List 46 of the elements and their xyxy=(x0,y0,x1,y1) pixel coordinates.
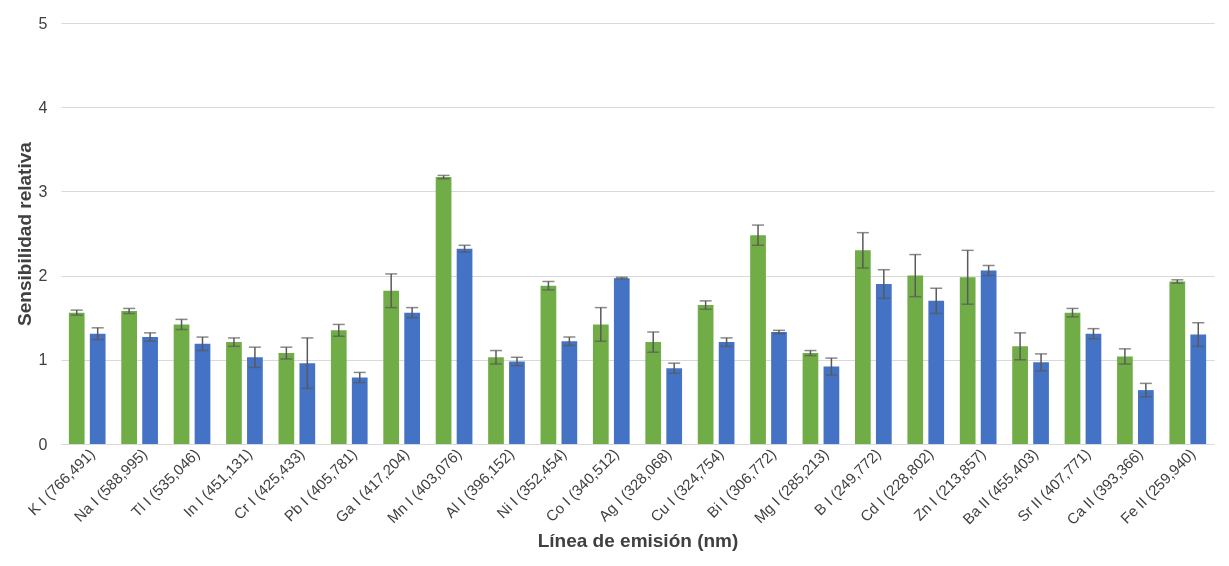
bar xyxy=(697,305,714,444)
bar xyxy=(666,368,683,444)
bar xyxy=(488,357,504,444)
bar xyxy=(1117,356,1133,444)
bar xyxy=(928,300,945,444)
bar xyxy=(855,250,871,444)
bar xyxy=(173,324,190,444)
bar xyxy=(330,330,347,444)
bar xyxy=(750,235,766,444)
y-tick-label: 2 xyxy=(38,267,48,285)
bar xyxy=(718,342,735,444)
bar xyxy=(1169,281,1186,444)
bar xyxy=(823,366,840,444)
bar xyxy=(875,284,892,444)
bar xyxy=(89,333,106,444)
bar xyxy=(1033,362,1049,444)
bar xyxy=(592,324,609,444)
bar xyxy=(247,357,263,444)
bar xyxy=(1012,346,1028,444)
bar xyxy=(645,342,662,444)
bar xyxy=(613,278,630,444)
bar xyxy=(194,343,211,444)
bar xyxy=(1085,333,1102,444)
y-tick-label: 4 xyxy=(38,98,48,116)
bar xyxy=(351,377,368,444)
bar xyxy=(771,332,787,444)
bar xyxy=(435,177,452,444)
bar xyxy=(1138,390,1154,444)
bar xyxy=(907,275,924,444)
bar xyxy=(561,341,578,444)
bar xyxy=(383,290,400,444)
bar xyxy=(142,337,158,444)
bar xyxy=(980,270,997,444)
bar xyxy=(959,277,976,444)
y-tick-label: 1 xyxy=(38,351,48,369)
x-axis-title: Línea de emisión (nm) xyxy=(537,529,739,551)
bar xyxy=(226,342,242,444)
y-tick-label: 3 xyxy=(38,182,48,200)
y-axis-title: Sensibilidad relativa xyxy=(13,141,35,326)
bar xyxy=(404,312,420,444)
y-tick-label: 0 xyxy=(38,435,48,453)
bar xyxy=(1190,334,1207,444)
bar xyxy=(299,363,316,444)
y-tick-label: 5 xyxy=(38,14,48,32)
bar xyxy=(278,353,295,444)
bar xyxy=(509,361,525,444)
